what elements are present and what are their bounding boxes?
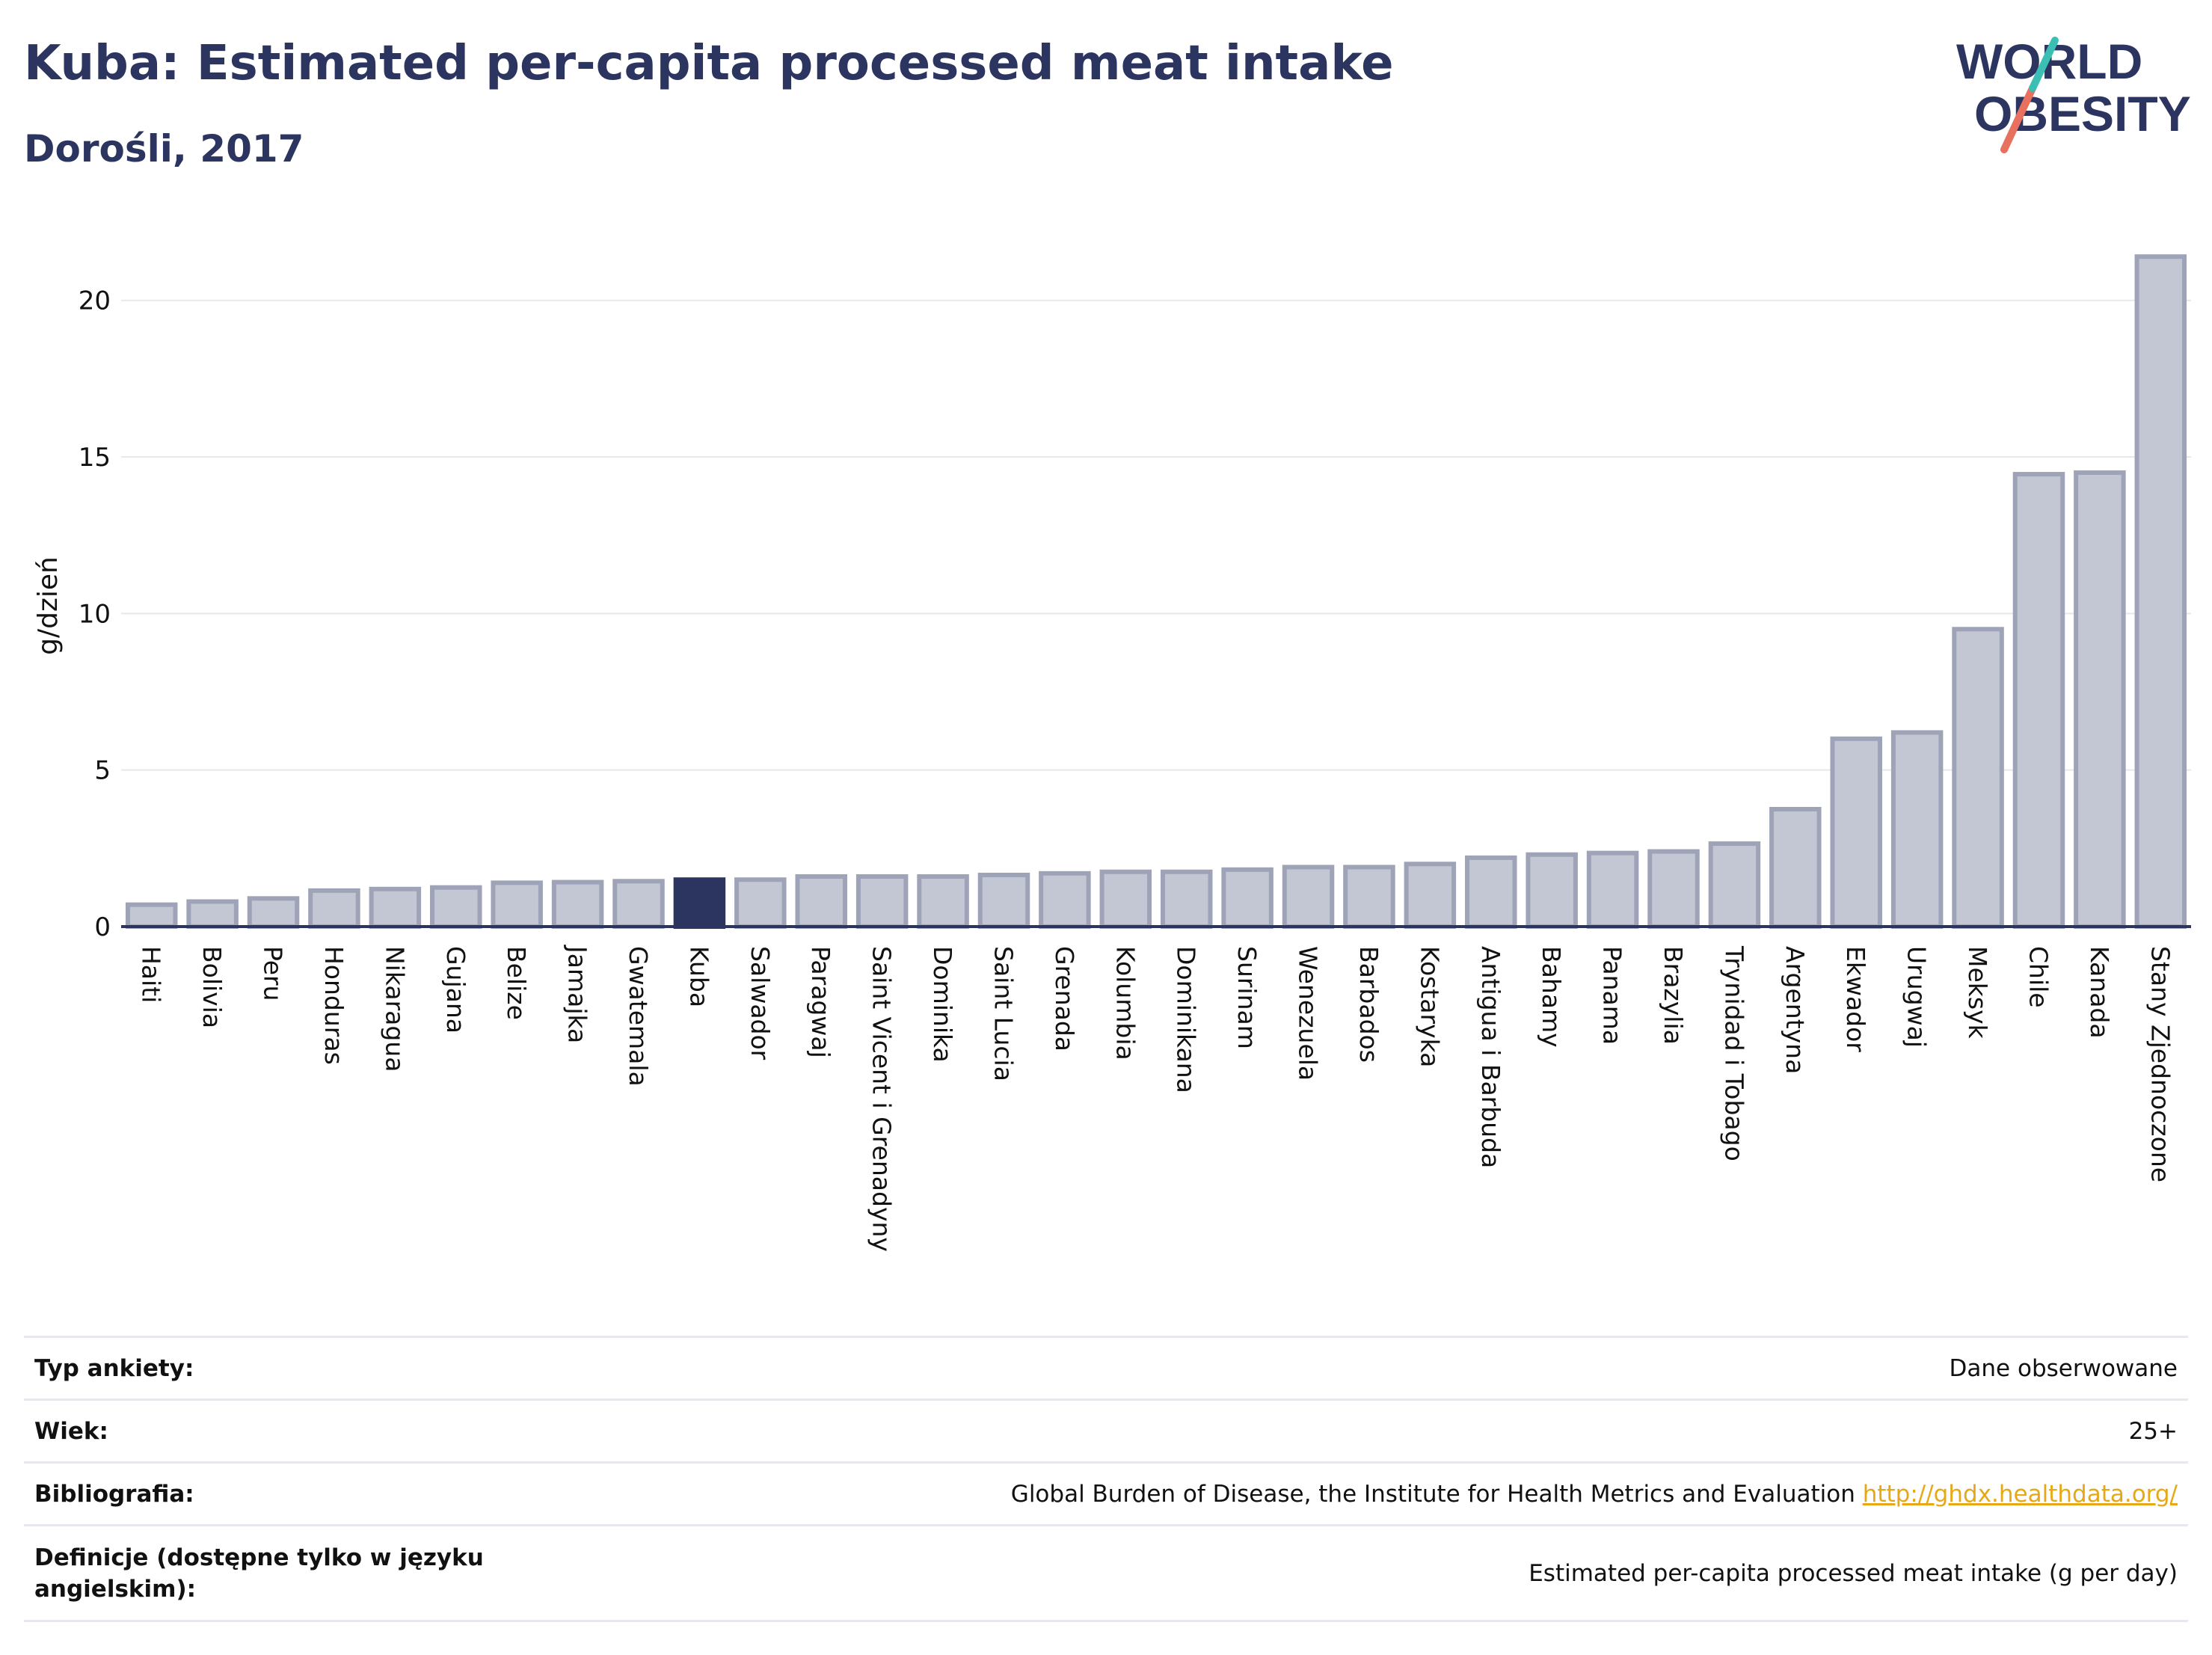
info-row: Typ ankiety: Dane obserwowane	[24, 1336, 2188, 1400]
bar-urugwaj	[1890, 730, 1944, 929]
bar-gujana	[430, 885, 482, 929]
bar-honduras	[308, 888, 360, 929]
x-tick-label: Wenezuela	[1294, 946, 1323, 1081]
x-tick-label: Salwador	[746, 946, 775, 1060]
x-tick-label: Haiti	[137, 946, 166, 1003]
bar-surinam	[1221, 867, 1274, 930]
info-row: Wiek: 25+	[24, 1399, 2188, 1463]
bar-paragwaj	[795, 874, 847, 930]
x-tick-label: Brazylia	[1659, 946, 1688, 1045]
bar-belize	[491, 880, 543, 929]
info-key: Definicje (dostępne tylko w języku angie…	[34, 1544, 484, 1603]
x-tick-label: Chile	[2024, 946, 2053, 1008]
bar-haiti	[125, 902, 178, 929]
bar-kanada	[2074, 470, 2126, 929]
x-tick-label: Belize	[502, 946, 531, 1020]
x-tick-label: Peru	[259, 946, 288, 1001]
x-tick-label: Gwatemala	[624, 946, 653, 1087]
axes: 0 5 10 15 20 Haiti Bolivia Peru Honduras Nikaragu…	[79, 286, 2191, 1252]
bar-bolivia	[186, 899, 239, 929]
bar-panama	[1586, 850, 1639, 930]
bar-meksyk	[1952, 627, 2004, 930]
bar-chart: 0 5 10 15 20 Haiti Bolivia Peru Honduras Nikaragu…	[33, 254, 2191, 1252]
x-tick-label: Jamajka	[563, 945, 592, 1043]
x-tick-label: Kolumbia	[1110, 946, 1140, 1060]
info-value: Dane obserwowane	[1949, 1354, 2178, 1382]
bar-gwatemala	[612, 879, 665, 930]
bar-peru	[247, 896, 300, 930]
info-value: Estimated per-capita processed meat inta…	[1529, 1559, 2178, 1587]
x-tick-label: Argentyna	[1781, 946, 1810, 1074]
x-tick-label: Nikaragua	[380, 946, 409, 1072]
x-tick-label: Trynidad i Tobago	[1719, 945, 1748, 1161]
info-key: Typ ankiety:	[34, 1354, 194, 1382]
bar-bahamy	[1526, 852, 1578, 929]
bar-ekwador	[1830, 736, 1882, 929]
x-tick-label: Barbados	[1354, 946, 1383, 1063]
logo-line1: WORLD	[1956, 34, 2142, 89]
bar-saint-lucia	[977, 872, 1030, 930]
x-tick-label: Honduras	[319, 946, 348, 1065]
x-tick-label: Urugwaj	[1902, 946, 1932, 1048]
bar-jamajka	[551, 879, 604, 929]
x-tick-label: Kostaryka	[1415, 946, 1444, 1067]
x-tick-label: Grenada	[1050, 946, 1079, 1051]
x-tick-label: Gujana	[441, 946, 470, 1034]
y-tick-label: 15	[79, 443, 111, 473]
x-tick-label: Dominika	[928, 946, 957, 1063]
x-tick-label: Meksyk	[1963, 946, 1992, 1040]
x-tick-label: Paragwaj	[806, 946, 835, 1058]
info-value: Global Burden of Disease, the Institute …	[1010, 1480, 2178, 1508]
bar-barbados	[1343, 865, 1395, 930]
y-tick-label: 0	[94, 912, 111, 942]
info-key: Wiek:	[34, 1417, 108, 1445]
x-tick-label: Saint Vicent i Grenadyny	[867, 946, 897, 1252]
page-title: Kuba: Estimated per-capita processed mea…	[24, 36, 1394, 91]
bar-nikaragua	[369, 886, 422, 930]
y-tick-label: 5	[94, 756, 111, 786]
bar-kuba	[673, 877, 726, 930]
bar-antigua-i-barbuda	[1465, 855, 1517, 930]
bar-wenezuela	[1282, 865, 1335, 930]
bar-dominikana	[1160, 869, 1213, 930]
bars	[125, 254, 2187, 930]
bar-brazylia	[1647, 849, 1700, 929]
page-subtitle: Dorośli, 2017	[24, 127, 304, 171]
x-tick-label: Ekwador	[1841, 946, 1870, 1052]
info-table: Typ ankiety: Dane obserwowane Wiek: 25+ Bibl…	[24, 1336, 2188, 1622]
info-row: Definicje (dostępne tylko w języku angie…	[24, 1525, 2188, 1621]
bar-argentyna	[1769, 807, 1822, 929]
bar-dominika	[917, 874, 969, 930]
x-tick-label: Antigua i Barbuda	[1476, 946, 1505, 1168]
y-axis-label: g/dzień	[33, 556, 64, 655]
x-tick-label: Kanada	[2085, 946, 2114, 1039]
x-tick-label: Panama	[1598, 946, 1627, 1045]
bar-kolumbia	[1099, 869, 1152, 930]
world-obesity-logo: WORLD OBESITY	[1956, 34, 2191, 153]
info-key: Bibliografia:	[34, 1480, 194, 1508]
bar-stany-zjednoczone	[2134, 254, 2187, 930]
info-row: Bibliografia: Global Burden of Disease, t…	[24, 1462, 2188, 1526]
x-tick-label: Kuba	[684, 946, 713, 1007]
source-link[interactable]: http://ghdx.healthdata.org/	[1862, 1480, 2178, 1508]
bar-salwador	[734, 877, 787, 930]
x-tick-label: Bahamy	[1537, 946, 1566, 1048]
bar-grenada	[1039, 871, 1091, 929]
x-tick-label: Dominikana	[1172, 946, 1201, 1093]
x-tick-label: Bolivia	[197, 946, 227, 1028]
x-tick-label: Surinam	[1232, 946, 1262, 1049]
gridlines	[121, 299, 2191, 771]
info-value: 25+	[2128, 1417, 2178, 1445]
bar-trynidad-i-tobago	[1708, 841, 1761, 930]
bar-kostaryka	[1404, 862, 1457, 929]
bar-saint-vicent-i-grenadyny	[855, 874, 909, 930]
x-tick-label: Stany Zjednoczone	[2145, 946, 2175, 1182]
y-tick-label: 20	[79, 286, 111, 316]
bar-chile	[2012, 472, 2065, 929]
x-tick-label: Saint Lucia	[989, 946, 1018, 1081]
y-tick-label: 10	[79, 599, 111, 629]
